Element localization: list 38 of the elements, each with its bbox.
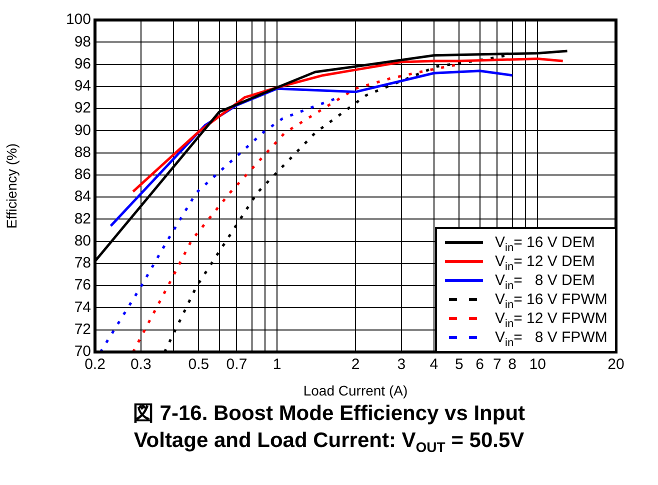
x-tick-label: 7 — [493, 356, 502, 374]
x-tick-label: 4 — [430, 356, 438, 374]
x-tick-label: 5 — [454, 356, 464, 374]
x-axis-title: Load Current (A) — [303, 382, 408, 398]
legend-label: V$_{in}$= 8 V FPWM — [495, 328, 608, 349]
y-tick-label: 78 — [74, 254, 91, 272]
legend-label: V$_{in}$= 12 V FPWM — [495, 309, 608, 330]
y-tick-label: 84 — [74, 188, 91, 206]
y-tick-label: 76 — [74, 276, 91, 294]
x-tick-label: 6 — [476, 356, 484, 374]
y-tick-label: 88 — [74, 144, 91, 161]
y-tick-label: 74 — [74, 298, 91, 316]
y-tick-label: 100 — [66, 11, 91, 28]
legend-label: V$_{in}$= 12 V DEM — [495, 252, 595, 273]
y-tick-label: 96 — [74, 55, 91, 72]
y-tick-label: 80 — [74, 232, 91, 250]
legend-label: V$_{in}$= 8 V DEM — [495, 271, 595, 292]
x-tick-label: 20 — [608, 356, 624, 374]
y-tick-label: 98 — [74, 33, 91, 50]
y-tick-label: 86 — [74, 166, 91, 184]
x-tick-label: 8 — [508, 356, 517, 374]
legend-label: V$_{in}$= 16 V DEM — [495, 233, 595, 254]
y-tick-label: 90 — [74, 122, 91, 139]
x-tick-label: 0.7 — [226, 356, 248, 374]
x-tick-label: 3 — [397, 356, 406, 374]
y-tick-label: 72 — [74, 321, 91, 338]
legend-label: V$_{in}$= 16 V FPWM — [495, 290, 608, 311]
x-tick-label: 1 — [272, 356, 282, 374]
x-tick-label: 0.2 — [84, 356, 106, 374]
y-tick-label: 82 — [74, 210, 91, 228]
y-tick-label: 92 — [74, 100, 91, 117]
x-tick-label: 0.3 — [130, 356, 152, 374]
y-axis-title: Efficiency (%) — [3, 143, 20, 229]
text: 図 7-16. Boost Mode Efficiency vs Input Voltage and Load Current: V$_{OUT}$ = 50.5V — [132, 401, 526, 456]
x-tick-label: 10 — [529, 356, 546, 374]
x-tick-label: 2 — [351, 356, 360, 374]
x-tick-label: 0.5 — [188, 356, 210, 374]
y-tick-label: 94 — [74, 78, 91, 95]
